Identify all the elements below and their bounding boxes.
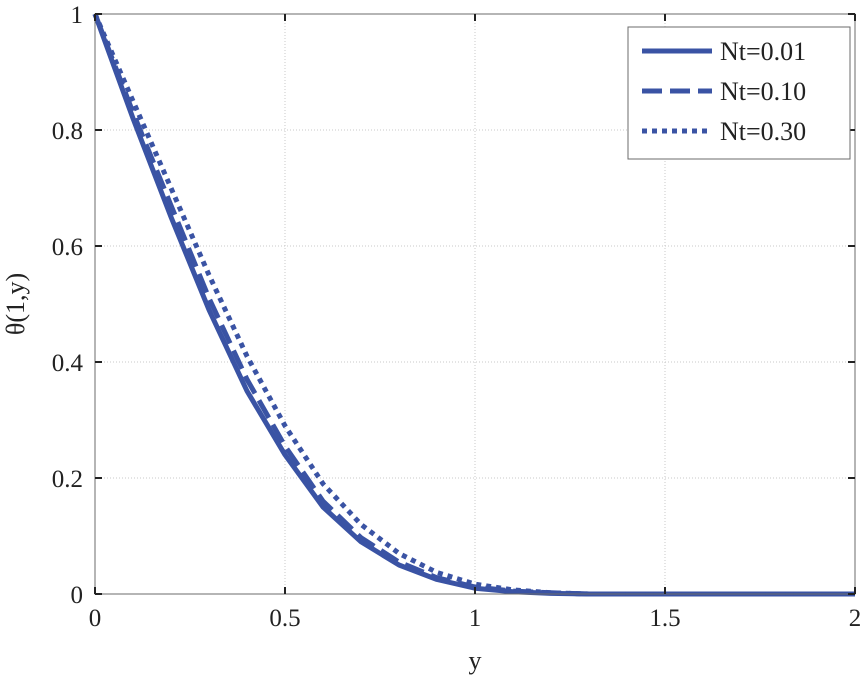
x-tick-label: 0 [89,605,102,632]
x-axis-label: y [469,646,482,675]
y-axis-label: θ(1,y) [1,273,30,335]
y-tick-label: 1 [71,2,84,29]
y-tick-label: 0.8 [52,118,83,145]
legend-label-2: Nt=0.10 [720,77,806,106]
legend-label-1: Nt=0.01 [720,37,806,66]
y-tick-label: 0 [71,582,84,609]
tick-labels: 0 0.5 1 1.5 2 0 0.2 0.4 0.6 0.8 1 [52,2,862,632]
legend-label-3: Nt=0.30 [720,117,806,146]
y-tick-label: 0.2 [52,466,83,493]
y-tick-label: 0.4 [52,350,84,377]
series-line-3 [92,12,855,597]
x-tick-label: 1 [469,605,482,632]
x-tick-label: 1.5 [649,605,680,632]
y-tick-label: 0.6 [52,234,83,261]
legend: Nt=0.01 Nt=0.10 Nt=0.30 [627,26,851,160]
x-tick-label: 0.5 [269,605,300,632]
x-tick-label: 2 [849,605,862,632]
